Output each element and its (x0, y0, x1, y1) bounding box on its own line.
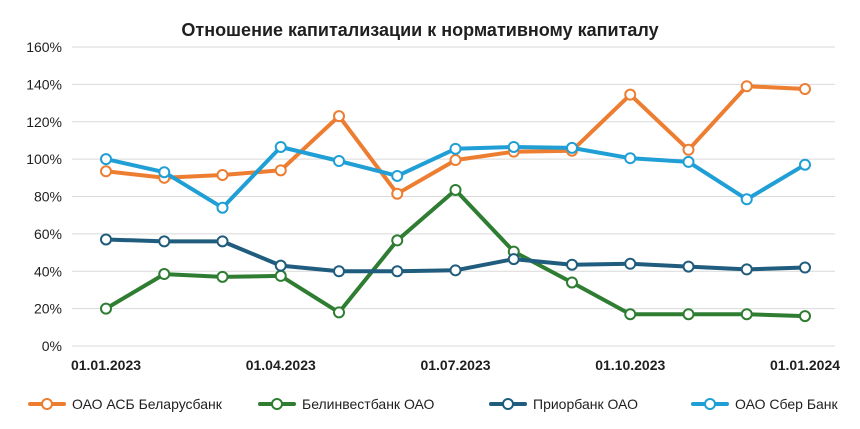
data-point (682, 143, 695, 156)
data-point (740, 80, 753, 93)
legend-label: Приорбанк ОАО (533, 396, 638, 412)
x-tick-label: 01.01.2024 (770, 357, 840, 373)
data-point (216, 201, 229, 214)
y-tick-label: 100% (26, 151, 62, 167)
data-point (507, 140, 520, 153)
series-line (104, 188, 807, 319)
legend-marker-swatch (41, 398, 53, 410)
legend-item: Белинвестбанк ОАО (258, 396, 435, 412)
data-point (624, 257, 637, 270)
chart-title: Отношение капитализации к нормативному к… (181, 20, 658, 40)
data-point (274, 269, 287, 282)
data-point (449, 183, 462, 196)
series-line (104, 84, 807, 196)
x-tick-label: 01.07.2023 (420, 357, 490, 373)
legend: ОАО АСБ Беларусбанк Белинвестбанк ОАО Прио… (28, 396, 839, 412)
x-tick-label: 01.01.2023 (71, 357, 141, 373)
data-point (799, 261, 811, 274)
data-point (333, 306, 345, 319)
data-point (799, 310, 811, 323)
data-point (740, 263, 753, 276)
data-point (100, 233, 112, 246)
x-tick-label: 01.04.2023 (246, 357, 316, 373)
y-tick-label: 80% (34, 189, 62, 205)
data-point (566, 141, 578, 154)
y-axis-ticks: 0% 20% 40% 60% 80% 100% 120% 140% 160% (26, 39, 62, 354)
legend-label: Белинвестбанк ОАО (302, 396, 435, 412)
data-point (333, 154, 345, 167)
y-tick-label: 140% (26, 76, 62, 92)
data-point (391, 265, 404, 278)
y-tick-label: 20% (34, 301, 62, 317)
data-point (274, 164, 287, 177)
data-point (216, 235, 229, 248)
y-tick-label: 120% (26, 114, 62, 130)
series-4 (100, 140, 811, 214)
data-point (333, 265, 345, 278)
y-tick-label: 40% (34, 263, 62, 279)
data-point (391, 169, 404, 182)
data-point (158, 268, 171, 281)
data-point (449, 142, 462, 155)
data-point (740, 193, 753, 206)
legend-label: ОАО АСБ Беларусбанк (72, 396, 223, 412)
data-point (682, 155, 695, 168)
data-point (391, 187, 404, 200)
data-point (624, 308, 637, 321)
data-point (100, 302, 112, 315)
data-point (799, 83, 811, 96)
data-point (682, 260, 695, 273)
data-point (566, 276, 578, 289)
series-1 (100, 80, 811, 200)
data-point (449, 154, 462, 167)
series-layer (100, 80, 811, 323)
y-tick-label: 160% (26, 39, 62, 55)
y-tick-label: 60% (34, 226, 62, 242)
series-3 (100, 233, 811, 278)
data-point (100, 153, 112, 166)
data-point (274, 140, 287, 153)
series-2 (100, 183, 811, 323)
data-point (391, 234, 404, 247)
legend-marker-swatch (704, 398, 716, 410)
x-axis-ticks: 01.01.2023 01.04.2023 01.07.2023 01.10.2023… (71, 357, 840, 373)
data-point (624, 88, 637, 101)
x-tick-label: 01.10.2023 (595, 357, 665, 373)
data-point (216, 270, 229, 283)
legend-item: Приорбанк ОАО (489, 396, 638, 412)
data-point (566, 258, 578, 271)
legend-marker-swatch (502, 398, 514, 410)
data-point (158, 235, 171, 248)
data-point (333, 110, 345, 123)
y-tick-label: 0% (42, 338, 62, 354)
data-point (274, 259, 287, 272)
legend-item: ОАО Сбер Банк (691, 396, 839, 412)
legend-marker-swatch (271, 398, 283, 410)
data-point (449, 264, 462, 277)
gridlines (72, 46, 835, 347)
data-point (158, 166, 171, 179)
data-point (216, 169, 229, 182)
data-point (624, 152, 637, 165)
data-point (799, 158, 811, 171)
data-point (100, 165, 112, 178)
data-point (682, 308, 695, 321)
legend-label: ОАО Сбер Банк (735, 396, 839, 412)
data-point (507, 253, 520, 266)
data-point (740, 308, 753, 321)
legend-item: ОАО АСБ Беларусбанк (28, 396, 223, 412)
